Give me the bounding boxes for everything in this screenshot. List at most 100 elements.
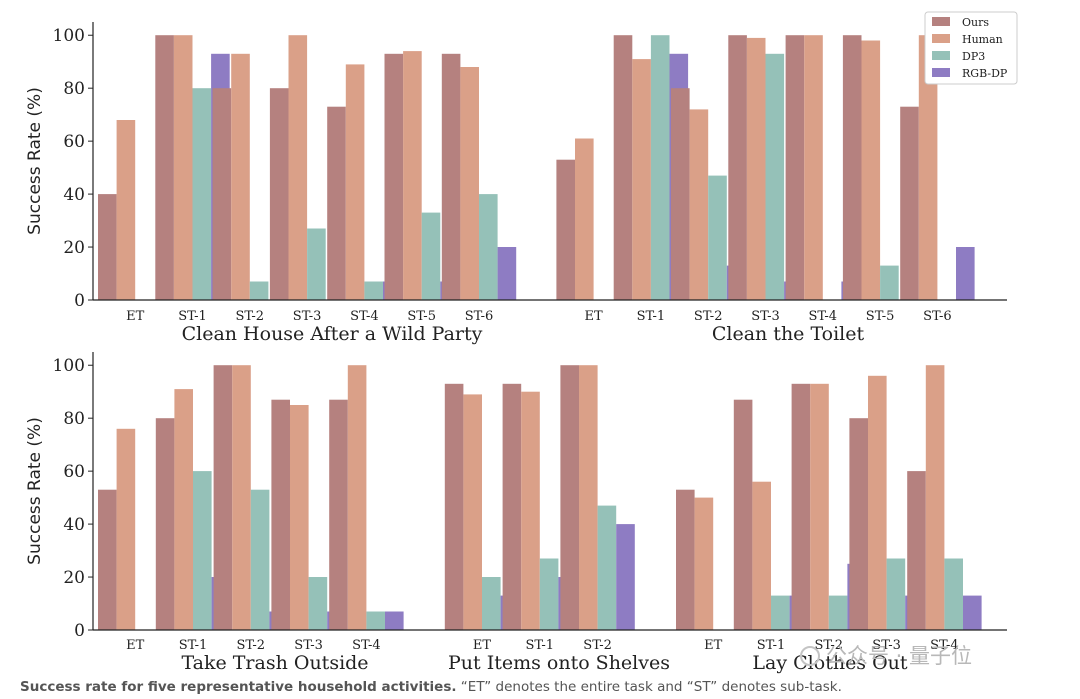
bar — [671, 88, 690, 300]
bar — [364, 281, 383, 300]
legend-label: Human — [962, 33, 1003, 46]
x-tick-label: ST-2 — [583, 638, 612, 653]
bar — [482, 577, 501, 630]
bar — [694, 497, 714, 630]
group-title: Put Items onto Shelves — [448, 652, 670, 674]
y-tick-label: 0 — [74, 621, 85, 641]
group-title: Clean the Toilet — [712, 323, 865, 345]
x-tick-label: ET — [473, 638, 491, 653]
bar — [232, 365, 251, 630]
bar — [804, 35, 823, 300]
x-tick-label: ST-4 — [930, 638, 959, 653]
x-tick-label: ST-3 — [293, 309, 322, 324]
bar — [307, 228, 326, 300]
bar — [366, 611, 385, 630]
bar — [288, 35, 308, 300]
x-tick-label: ST-3 — [751, 309, 780, 324]
group-title: Take Trash Outside — [181, 652, 368, 674]
bar — [556, 159, 575, 300]
bar — [116, 428, 136, 630]
bar — [271, 399, 290, 630]
bar — [842, 35, 862, 300]
bar — [765, 53, 785, 300]
bar — [746, 37, 766, 301]
y-tick-label: 80 — [63, 409, 85, 429]
bar — [98, 489, 117, 630]
figure-caption: Success rate for five representative hou… — [20, 679, 842, 695]
bar — [539, 558, 559, 630]
bar — [345, 64, 365, 301]
watermark-text: 公众号 · 量子位 — [826, 644, 973, 668]
bar — [810, 383, 829, 630]
legend-swatch — [932, 17, 950, 26]
bar — [155, 418, 175, 630]
bar — [752, 481, 771, 630]
bar — [689, 109, 709, 301]
bar — [460, 67, 479, 300]
bar — [212, 88, 232, 300]
bar — [676, 489, 695, 630]
x-tick-label: ST-4 — [350, 309, 379, 324]
y-tick-label: 100 — [53, 356, 85, 376]
bar — [861, 40, 881, 300]
y-tick-label: 0 — [74, 291, 85, 311]
bar — [441, 53, 461, 300]
caption-bold: Success rate for five representative hou… — [20, 679, 457, 695]
bar — [308, 577, 328, 630]
x-tick-label: ST-2 — [694, 309, 723, 324]
x-tick-label: ST-5 — [866, 309, 895, 324]
y-tick-label: 20 — [63, 238, 85, 258]
bar — [944, 558, 963, 630]
x-tick-label: ST-1 — [526, 638, 555, 653]
bar — [613, 35, 633, 300]
bar — [650, 35, 670, 300]
bar — [900, 106, 919, 300]
y-axis-label: Success Rate (%) — [25, 87, 45, 235]
bar — [579, 365, 598, 630]
bar — [560, 365, 579, 630]
x-tick-label: ST-2 — [815, 638, 844, 653]
x-tick-label: ST-6 — [923, 309, 952, 324]
bar — [174, 389, 193, 630]
legend-box — [924, 11, 1018, 85]
bar — [192, 88, 212, 300]
x-tick-label: ST-4 — [352, 638, 381, 653]
bar — [963, 595, 982, 630]
bar — [918, 35, 938, 300]
bar — [632, 59, 651, 300]
bar — [828, 595, 848, 630]
x-tick-label: ET — [585, 309, 603, 324]
bar — [771, 595, 790, 630]
bar — [231, 53, 250, 300]
y-tick-label: 60 — [63, 132, 85, 152]
bar — [444, 383, 464, 630]
bar — [193, 471, 212, 630]
legend-label: RGB-DP — [962, 67, 1008, 80]
bar — [733, 399, 753, 630]
caption-rest: “ET” denotes the entire task and “ST” de… — [456, 679, 842, 695]
bar — [173, 35, 193, 300]
bar — [880, 265, 899, 300]
x-tick-label: ST-3 — [872, 638, 901, 653]
bar — [269, 88, 289, 300]
bar — [575, 138, 594, 300]
y-tick-label: 40 — [63, 185, 85, 205]
y-tick-label: 60 — [63, 462, 85, 482]
x-tick-label: ST-4 — [809, 309, 838, 324]
x-tick-label: ET — [126, 638, 144, 653]
bar — [708, 175, 727, 300]
bar — [849, 418, 868, 630]
bar — [925, 365, 945, 630]
bar — [728, 35, 747, 300]
bar — [329, 399, 348, 630]
bar — [327, 106, 346, 300]
x-tick-label: ST-6 — [465, 309, 494, 324]
legend-label: Ours — [962, 16, 989, 29]
bar — [249, 281, 269, 300]
bar — [907, 471, 926, 630]
x-tick-label: ST-1 — [179, 638, 208, 653]
bar — [290, 405, 309, 630]
y-tick-label: 100 — [53, 26, 85, 46]
y-tick-label: 80 — [63, 79, 85, 99]
